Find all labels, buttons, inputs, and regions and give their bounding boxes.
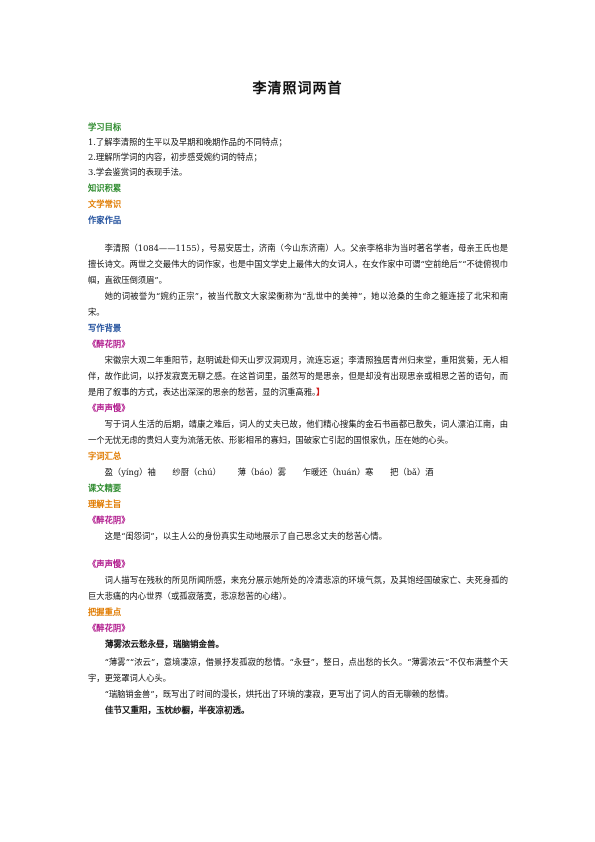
heading-author: 作家作品	[88, 215, 122, 225]
page-title: 李清照词两首	[252, 81, 343, 97]
goal-item: 1.了解李清照的生平以及早期和晚期作品的不同特点；	[88, 137, 287, 147]
goal-item: 2.理解所学词的内容，初步感受婉约词的特点；	[88, 152, 262, 162]
vocab-item: 把（bǎ）酒	[390, 467, 434, 477]
theme-paragraph-2: 词人描写在残秋的所见所闻所感，来充分展示她所处的冷清悲凉的环境气氛，及其饱经国破…	[88, 575, 508, 601]
poem-title-shengshengman: 《声声慢》	[88, 559, 130, 569]
heading-knowledge: 知识积累	[88, 183, 122, 193]
poem-title-zuihuayin: 《醉花阴》	[88, 623, 130, 633]
key-paragraph-2: “瑞脑销金兽”，既写出了时间的漫长，烘托出了环境的凄寂，更写出了词人的百无聊赖的…	[104, 689, 454, 699]
vocab-item: 乍暖还（huán）寒	[302, 467, 374, 477]
background-paragraph-2: 写于词人生活的后期，靖康之难后，词人的丈夫已故，他们精心搜集的金石书画都已散失，…	[88, 419, 508, 445]
poem-title-zuihuayin: 《醉花阴》	[88, 515, 130, 525]
bracket-mark: 】	[316, 387, 325, 397]
key-paragraph-1: “薄雾”“浓云”，意境凄凉，借景抒发孤寂的愁情。“永昼”，整日，点出愁的长久。“…	[88, 657, 508, 683]
heading-key-points: 把握重点	[88, 607, 122, 617]
poem-line-1: 薄雾浓云愁永昼，瑞脑销金兽。	[105, 640, 225, 650]
author-paragraph-1: 李清照（1084——1155），号易安居士，济南（今山东济南）人。父亲李格非为当…	[88, 243, 508, 285]
poem-title-zuihuayin: 《醉花阴》	[88, 339, 130, 349]
author-paragraph-2: 她的词被誉为“婉约正宗”，被当代散文大家梁衡称为“乱世中的美神”，她以沧桑的生命…	[88, 291, 508, 317]
vocab-item: 纱厨（chú）	[172, 467, 221, 477]
heading-theme: 理解主旨	[88, 499, 122, 509]
poem-title-shengshengman: 《声声慢》	[88, 403, 130, 413]
background-paragraph-1: 宋徽宗大观二年重阳节，赵明诚赴仰天山罗汉洞观月，流连忘返；李清照独居青州归来堂，…	[88, 352, 508, 400]
heading-learning-goals: 学习目标	[88, 122, 122, 132]
goal-item: 3.学会鉴赏词的表现手法。	[88, 167, 188, 177]
vocab-item: 薄（báo）雾	[237, 467, 287, 477]
vocab-item: 盈（yíng）袖	[104, 467, 156, 477]
heading-vocab: 字词汇总	[88, 451, 122, 461]
heading-background: 写作背景	[88, 323, 122, 333]
heading-study: 课文精要	[88, 483, 122, 493]
vocab-list: 盈（yíng）袖 纱厨（chú） 薄（báo）雾 乍暖还（huán）寒 把（bǎ…	[88, 464, 508, 480]
document-body: 学习目标 1.了解李清照的生平以及早期和晚期作品的不同特点； 2.理解所学词的内…	[88, 119, 508, 720]
heading-literature: 文学常识	[88, 199, 122, 209]
theme-paragraph-1: 这是“闺怨词”，以主人公的身份真实生动地展示了自己思念丈夫的愁苦心情。	[104, 531, 387, 541]
poem-line-2: 佳节又重阳，玉枕纱橱，半夜凉初透。	[105, 706, 250, 716]
background-text-1: 宋徽宗大观二年重阳节，赵明诚赴仰天山罗汉洞观月，流连忘返；李清照独居青州归来堂，…	[88, 355, 508, 397]
